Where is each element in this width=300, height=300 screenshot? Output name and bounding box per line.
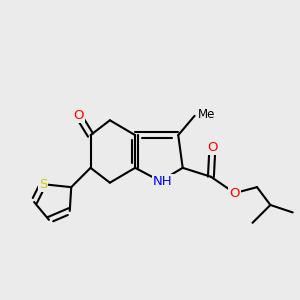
Text: O: O (207, 140, 218, 154)
Text: NH: NH (153, 175, 172, 188)
Text: O: O (230, 187, 240, 200)
Text: Me: Me (198, 108, 215, 121)
Text: S: S (39, 178, 47, 191)
Text: O: O (74, 109, 84, 122)
